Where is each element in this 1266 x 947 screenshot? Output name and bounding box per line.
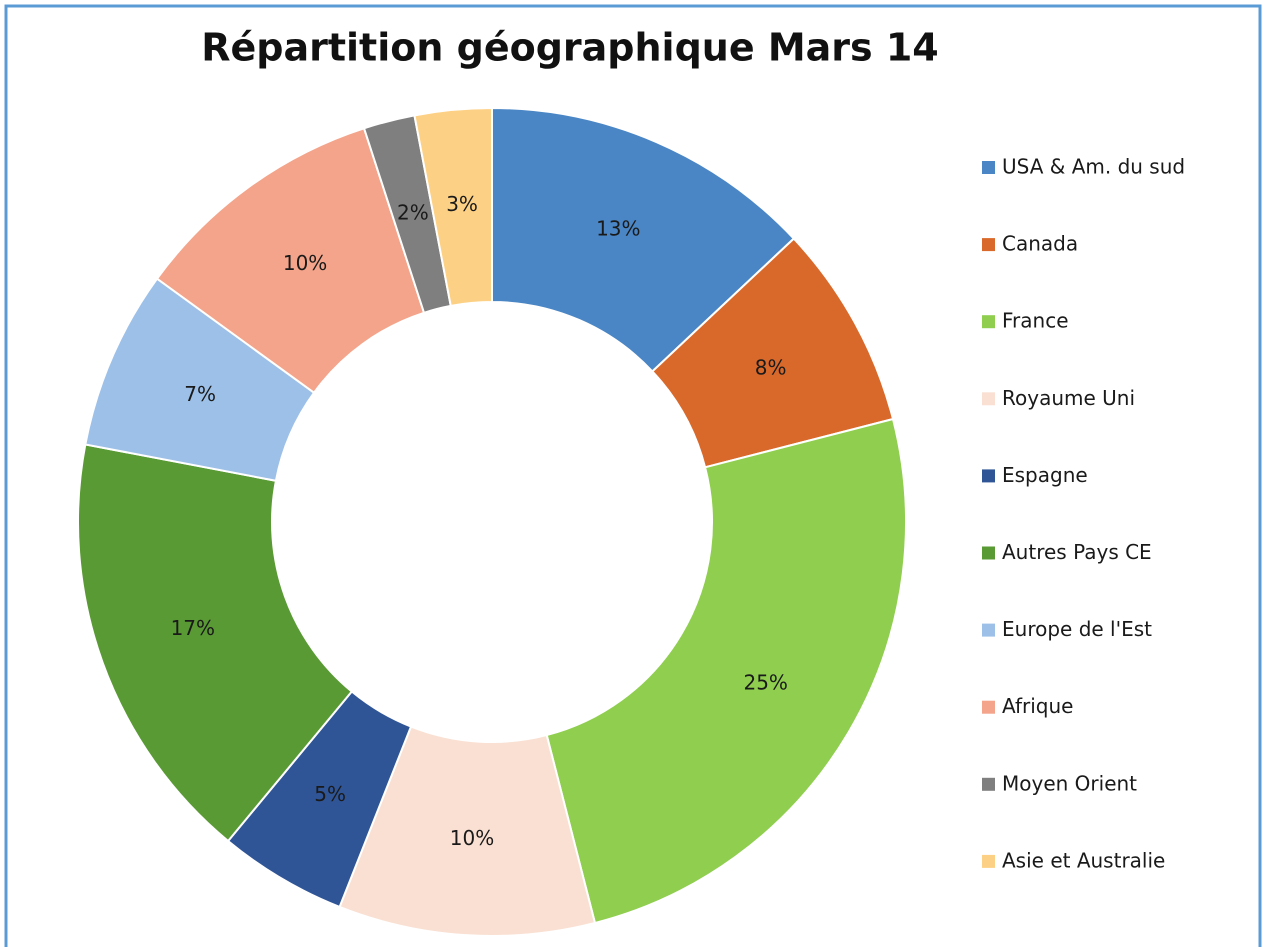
legend-swatch	[982, 238, 995, 252]
data-label: 5%	[314, 782, 346, 806]
legend-label: Asie et Australie	[1002, 848, 1165, 872]
data-label: 25%	[743, 670, 787, 694]
legend-swatch	[982, 161, 995, 174]
legend-swatch	[982, 623, 995, 637]
legend-swatch	[982, 777, 995, 791]
legend-swatch	[982, 469, 995, 483]
legend-label: Autres Pays CE	[1002, 540, 1152, 564]
legend-swatch	[982, 546, 995, 560]
data-label: 2%	[397, 200, 429, 224]
legend-label: Europe de l'Est	[1002, 617, 1152, 641]
legend-label: Royaume Uni	[1002, 386, 1135, 410]
donut-segment	[545, 417, 907, 925]
legend-swatch	[982, 700, 995, 714]
chart-title: Répartition géographique Mars 14	[201, 26, 939, 70]
donut-segment	[77, 443, 354, 843]
legend-label: Moyen Orient	[1002, 771, 1137, 795]
donut-segment	[491, 106, 796, 373]
legend-label: Espagne	[1002, 463, 1088, 487]
legend-label: USA & Am. du sud	[1002, 155, 1185, 179]
donut-segment	[413, 106, 493, 308]
legend-label: Canada	[1002, 232, 1078, 256]
legend-label: Afrique	[1002, 694, 1073, 718]
legend-swatch	[982, 854, 995, 868]
legend-swatch	[982, 392, 995, 406]
data-label: 3%	[446, 192, 478, 216]
legend-label: France	[1002, 309, 1069, 333]
data-label: 10%	[450, 826, 494, 850]
data-label: 10%	[283, 251, 327, 275]
data-label: 17%	[171, 616, 215, 640]
frame	[4, 4, 1262, 947]
data-label: 7%	[184, 382, 216, 406]
data-label: 8%	[755, 355, 787, 379]
legend-swatch	[982, 315, 995, 329]
data-label: 13%	[596, 217, 640, 241]
